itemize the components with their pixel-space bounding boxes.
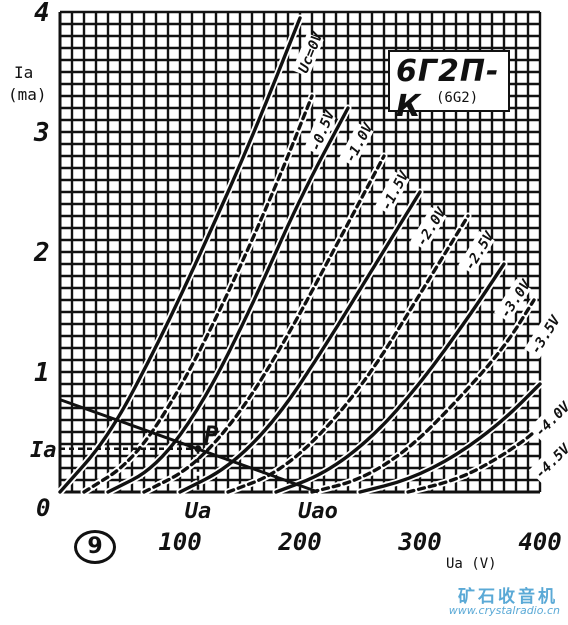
x-tick-label: 400	[518, 528, 561, 556]
annotation-uao: Uao	[298, 499, 338, 524]
x-tick-label: 300	[397, 528, 441, 556]
origin-label: 0	[36, 494, 50, 522]
curve-label-bg	[410, 206, 447, 251]
x-tick-label: 200	[277, 528, 321, 556]
curve-halo-40v	[356, 380, 544, 496]
annotation-ia: Ia	[30, 438, 57, 463]
x-tick-label: 100	[158, 528, 201, 556]
curve-halo-45v	[404, 422, 544, 496]
chart-labels: Uc=0V-0.5V -1.0V-1.5V-2.0V-2.5V-3.0V-3.5V…	[292, 29, 568, 483]
curve-35v	[310, 298, 536, 494]
annotation-ua: Ua	[185, 499, 212, 524]
curve-30v	[274, 262, 506, 494]
load-line-group: P Ia Ua Uao	[30, 398, 338, 524]
curve-label-bg	[338, 122, 374, 167]
y-tick-label: 4	[34, 0, 50, 28]
plate-curves	[56, 14, 544, 496]
curve-25v	[226, 214, 470, 494]
tube-alt-name: (6G2)	[436, 90, 479, 106]
curve-20v	[178, 190, 422, 494]
curve-10v	[106, 106, 350, 494]
watermark-url: www.crystalradio.cn	[448, 604, 560, 617]
load-line	[59, 398, 319, 494]
curve-label-bg	[528, 399, 568, 441]
operating-point-label: P	[204, 421, 219, 449]
tube-label-box: 6Г2П-К (6G2)	[388, 50, 510, 124]
curve-label-bg	[528, 441, 568, 483]
axes: 1 2 3 4 100 200 300 400 0 Ia (ma)	[8, 0, 562, 556]
watermark-site-name: 矿石收音机	[458, 587, 558, 607]
curve-uc0v	[58, 16, 302, 494]
x-axis-unit-label: Ua (V)	[446, 556, 497, 572]
figure-number: 9	[74, 530, 116, 564]
curve-label-bg	[458, 230, 495, 275]
curve-45v	[406, 424, 542, 494]
curve-label: -4.5V	[532, 440, 568, 482]
tube-name: 6Г2П-К	[396, 54, 500, 124]
y-tick-label: 2	[33, 238, 50, 268]
y-axis-label-unit: (ma)	[8, 85, 47, 104]
curve-05v	[82, 94, 314, 494]
y-axis-label-name: Ia	[14, 63, 33, 82]
y-tick-label: 1	[34, 358, 50, 388]
watermark: 矿石收音机 www.crystalradio.cn	[0, 576, 568, 625]
operating-point-marker	[194, 445, 202, 453]
curve-label-bg	[304, 111, 336, 155]
curve-label-bg	[494, 279, 532, 323]
curve-label-bg	[524, 314, 561, 359]
curve-label-bg	[292, 33, 324, 77]
y-tick-label: 3	[33, 118, 50, 148]
curve-15v	[142, 154, 386, 494]
curve-40v	[358, 382, 542, 494]
curve-label-bg	[374, 170, 410, 215]
